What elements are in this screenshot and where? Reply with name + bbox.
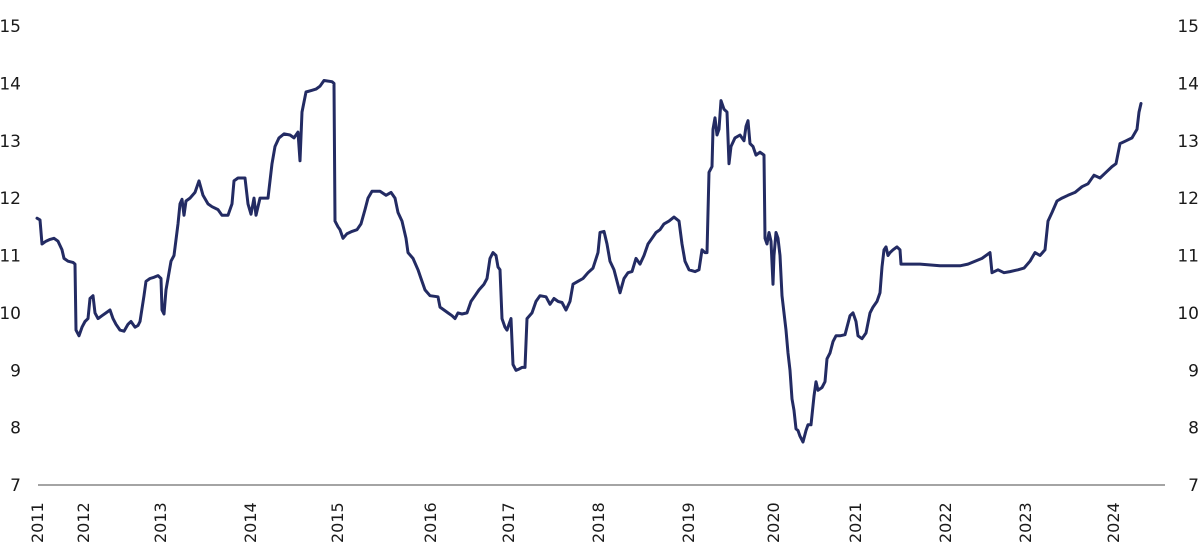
y-tick-left: 10 (0, 304, 21, 324)
x-axis-labels: 2011 2012 2013 2014 2015 2016 2017 2018 2019 2020… (28, 502, 1123, 543)
x-tick-label: 2024 (1104, 502, 1123, 543)
y-tick-left: 11 (0, 247, 21, 267)
y-tick-right: 14 (1177, 74, 1199, 94)
x-tick-label: 2016 (421, 502, 440, 543)
y-tick-left: 13 (0, 132, 21, 152)
y-tick-left: 12 (0, 189, 21, 209)
x-tick-label: 2015 (328, 502, 347, 543)
y-tick-right: 12 (1177, 189, 1199, 209)
y-axis-right: 7 8 9 10 11 12 13 14 15 (1177, 17, 1199, 496)
y-tick-left: 8 (10, 419, 21, 439)
x-tick-label: 2022 (936, 502, 955, 543)
x-tick-label: 2014 (241, 502, 260, 543)
x-tick-label: 2019 (679, 502, 698, 543)
y-tick-right: 8 (1188, 419, 1199, 439)
x-tick-label: 2013 (151, 502, 170, 543)
x-tick-label: 2017 (499, 502, 518, 543)
y-tick-right: 15 (1177, 17, 1199, 37)
x-tick-label: 2018 (589, 502, 608, 543)
y-tick-right: 9 (1188, 361, 1199, 381)
x-tick-label: 2021 (846, 502, 865, 543)
y-tick-right: 13 (1177, 132, 1199, 152)
x-tick-label: 2011 (28, 502, 47, 543)
y-axis-left: 7 8 9 10 11 12 13 14 15 (0, 17, 21, 496)
x-tick-label: 2012 (74, 502, 93, 543)
y-tick-left: 9 (10, 361, 21, 381)
y-tick-left: 15 (0, 17, 21, 37)
x-tick-label: 2023 (1016, 502, 1035, 543)
x-tick-label: 2020 (764, 502, 783, 543)
y-tick-left: 14 (0, 74, 21, 94)
y-tick-right: 11 (1177, 247, 1199, 267)
y-tick-left: 7 (10, 476, 21, 496)
y-tick-right: 7 (1188, 476, 1199, 496)
series-line (35, 79, 1143, 444)
y-tick-right: 10 (1177, 304, 1199, 324)
